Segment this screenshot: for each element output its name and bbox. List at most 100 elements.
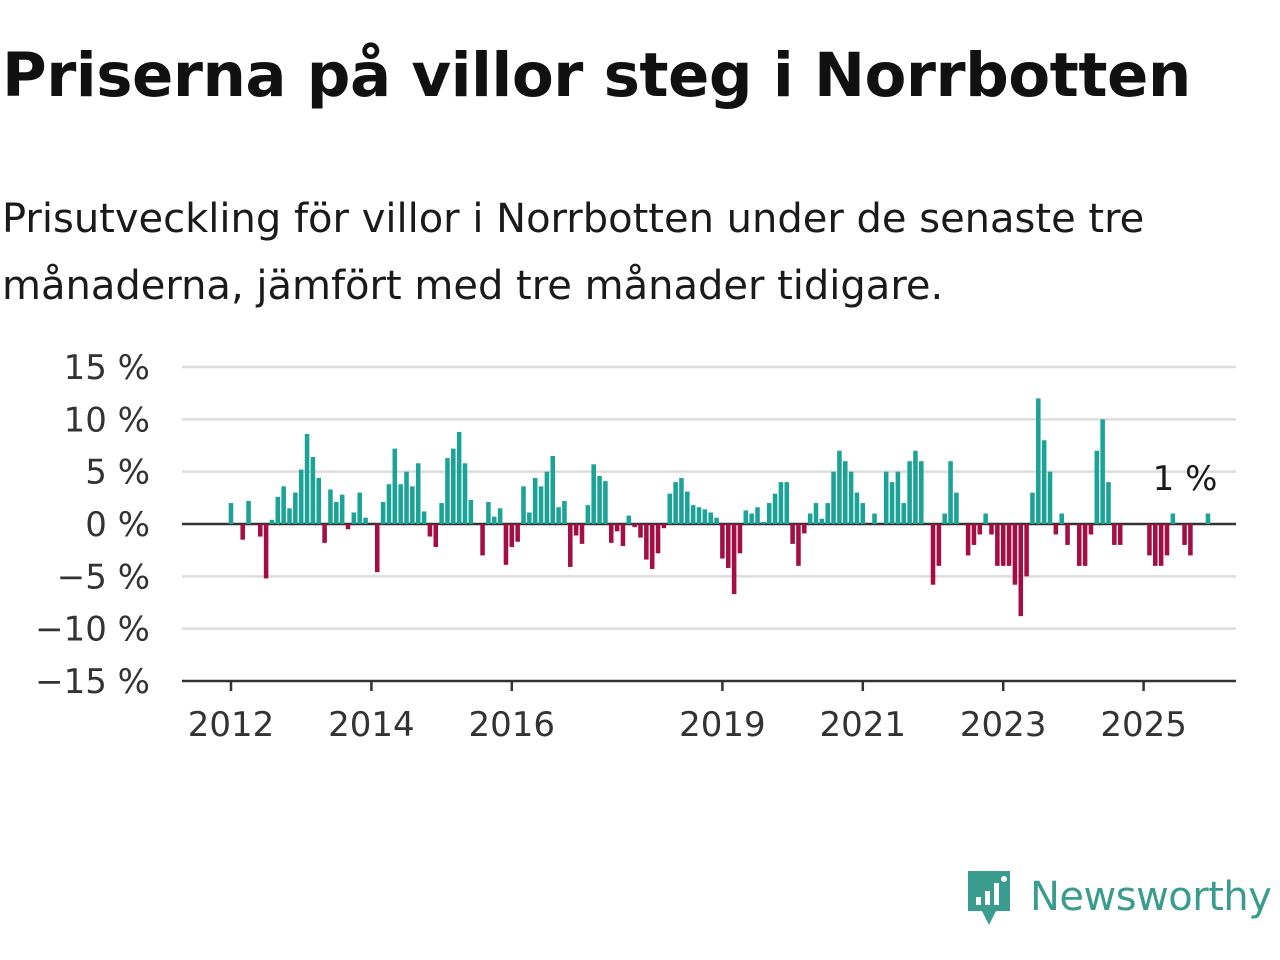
- bar: [1188, 524, 1193, 556]
- bar: [784, 482, 790, 524]
- bar: [527, 512, 532, 524]
- bar: [1076, 524, 1082, 566]
- bar: [737, 524, 743, 554]
- bar: [357, 492, 362, 524]
- bar: [942, 513, 947, 524]
- bar: [790, 524, 795, 544]
- bar: [456, 431, 462, 524]
- bar: [328, 489, 333, 524]
- bar: [421, 511, 427, 524]
- bar: [907, 461, 912, 524]
- bar: [1182, 524, 1187, 545]
- bar: [491, 516, 497, 524]
- bar: [983, 513, 988, 524]
- bar: [644, 524, 649, 560]
- bar: [1012, 524, 1018, 585]
- y-tick-label: −10 %: [35, 610, 150, 650]
- bar: [655, 524, 661, 554]
- bar: [404, 471, 409, 524]
- bar: [813, 503, 819, 524]
- bar: [860, 503, 866, 524]
- bar: [281, 486, 286, 524]
- price-change-chart: 15 %10 %5 %0 %−5 %−10 %−15 % 2012 2014 201…: [35, 348, 1236, 745]
- y-tick-label: 5 %: [85, 453, 150, 493]
- bar: [298, 469, 304, 524]
- bar: [521, 486, 526, 524]
- bar: [287, 508, 292, 524]
- bar: [269, 519, 275, 524]
- bar: [720, 524, 725, 559]
- bar: [632, 524, 637, 528]
- bar: [1117, 524, 1123, 545]
- bar: [872, 513, 877, 524]
- bar: [761, 521, 766, 524]
- bar: [772, 493, 778, 524]
- bar: [825, 503, 830, 524]
- bar: [965, 524, 971, 556]
- bar: [433, 524, 439, 548]
- bar: [257, 524, 263, 537]
- bar: [895, 471, 901, 524]
- bar: [638, 524, 643, 538]
- x-tick-label: 2019: [679, 705, 766, 745]
- bar: [386, 484, 392, 524]
- bar: [749, 513, 754, 524]
- bar: [1112, 524, 1117, 545]
- bar: [889, 482, 895, 524]
- bar: [556, 507, 561, 524]
- bar: [883, 471, 889, 524]
- bar: [755, 507, 760, 524]
- bar: [1024, 524, 1029, 577]
- chart-title: Priserna på villor steg i Norrbotten: [2, 40, 1191, 111]
- bar: [246, 500, 251, 524]
- bar: [480, 524, 485, 556]
- bar: [468, 499, 474, 524]
- bar: [971, 524, 977, 545]
- bar: [1094, 450, 1100, 524]
- bar: [1164, 524, 1170, 556]
- bar: [415, 463, 421, 524]
- bar: [597, 475, 602, 524]
- bar: [901, 503, 907, 524]
- bar: [661, 524, 667, 529]
- x-tick-label: 2021: [820, 705, 907, 745]
- bar: [316, 477, 322, 524]
- bar: [673, 482, 678, 524]
- bar: [930, 524, 936, 585]
- bar: [995, 524, 1000, 566]
- bar: [614, 524, 620, 532]
- bar: [1170, 513, 1176, 524]
- y-axis-labels: 15 % 10 % 5 % 0 % −5 % −10 % −15 %: [35, 348, 150, 702]
- bar: [954, 492, 959, 524]
- y-tick-label: −5 %: [57, 557, 150, 597]
- bar: [486, 502, 491, 524]
- bar: [1047, 471, 1053, 524]
- bar: [842, 461, 848, 524]
- bar: [310, 457, 316, 524]
- newsworthy-logo-icon: [968, 871, 1010, 925]
- bar: [1059, 513, 1064, 524]
- bar: [708, 512, 713, 524]
- bar: [837, 450, 842, 524]
- bar: [1030, 492, 1035, 524]
- bar: [345, 524, 351, 530]
- bar: [1018, 524, 1024, 617]
- bar: [293, 492, 298, 524]
- bar: [1158, 524, 1164, 566]
- bar: [550, 455, 556, 524]
- bar: [667, 493, 673, 524]
- bar: [1000, 524, 1006, 566]
- bar: [831, 471, 836, 524]
- bar: [503, 524, 509, 565]
- bar: [451, 448, 456, 524]
- bar: [538, 486, 544, 524]
- bar: [462, 463, 468, 524]
- bar: [410, 486, 415, 524]
- bar: [649, 524, 655, 570]
- bar: [573, 524, 579, 536]
- bar: [626, 515, 632, 524]
- bar: [731, 524, 737, 595]
- bar: [544, 471, 550, 524]
- bar: [439, 503, 444, 524]
- bar: [608, 524, 614, 543]
